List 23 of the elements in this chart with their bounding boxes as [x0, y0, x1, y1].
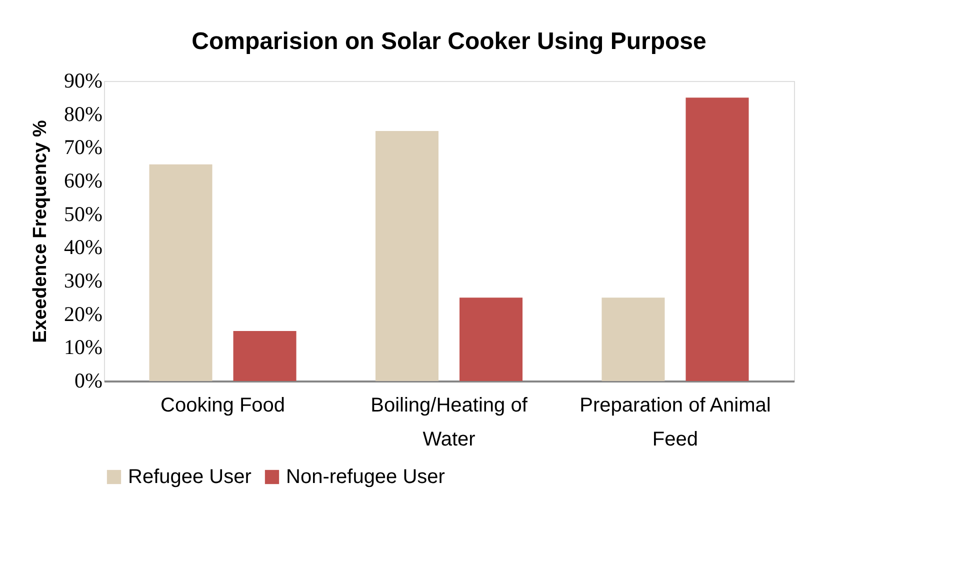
bar	[375, 131, 438, 381]
bar	[460, 298, 523, 381]
bar	[686, 98, 749, 381]
x-tick-label: Boiling/Heating of Water	[370, 394, 528, 450]
y-tick-label: 90%	[64, 68, 102, 92]
bar	[602, 298, 665, 381]
y-tick-label: 40%	[64, 235, 102, 260]
y-tick-label: 20%	[64, 302, 102, 326]
x-tick-label: Preparation of Animal Feed	[580, 394, 771, 450]
x-tick-label: Cooking Food	[160, 394, 286, 416]
chart-title: Comparision on Solar Cooker Using Purpose	[192, 28, 706, 55]
y-tick-label: 60%	[64, 168, 102, 192]
y-axis-title: Exeedence Frequency %	[30, 120, 52, 343]
y-tick-label: 30%	[64, 268, 102, 292]
legend-label: Refugee User	[128, 466, 252, 488]
y-tick-label: 70%	[64, 135, 102, 160]
y-tick-label: 80%	[64, 102, 102, 126]
y-tick-label: 10%	[64, 335, 102, 360]
legend-label: Non-refugee User	[286, 466, 446, 488]
y-tick-label: 0%	[74, 368, 102, 392]
bar	[233, 331, 296, 381]
bar	[149, 164, 212, 381]
y-tick-label: 50%	[64, 202, 102, 226]
